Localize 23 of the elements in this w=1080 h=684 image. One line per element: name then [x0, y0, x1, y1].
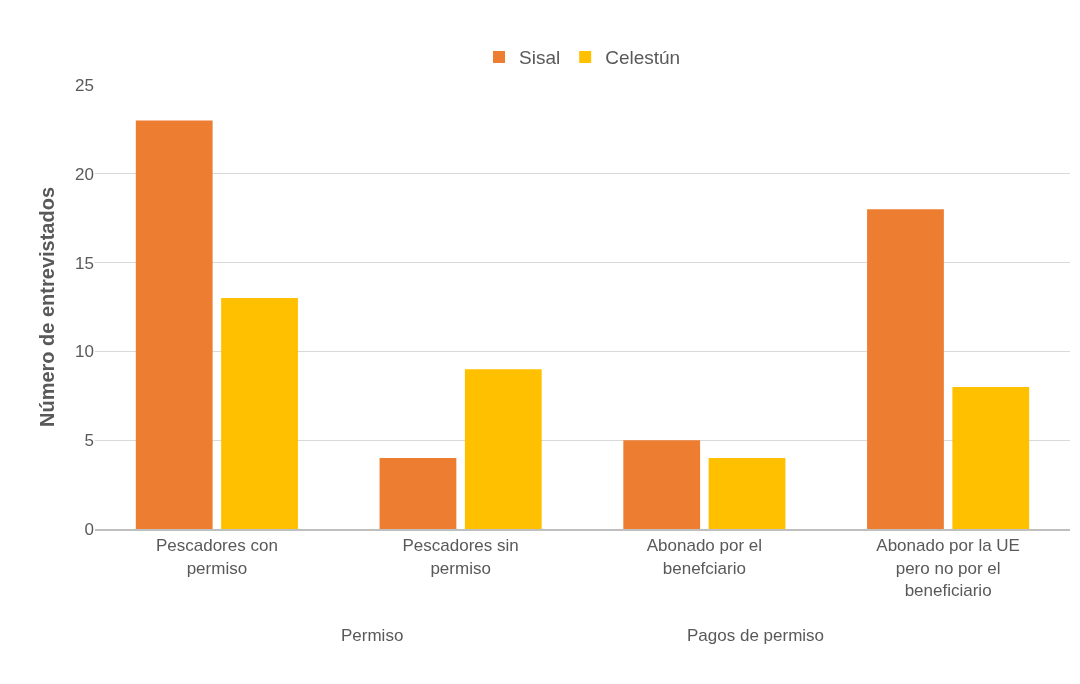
bar — [464, 369, 542, 529]
x-tick-label: Abonado por el benefciario — [646, 536, 763, 578]
y-tick-label: 20 — [75, 164, 94, 184]
bar — [135, 120, 213, 529]
bar — [379, 457, 457, 529]
y-axis-title: Número de entrevistados — [35, 186, 58, 428]
bar — [708, 457, 786, 529]
x-tick-label: Pescadores con permiso — [155, 536, 278, 578]
x-tick-label: Pescadores sin permiso — [402, 536, 519, 578]
y-tick-label: 10 — [75, 342, 94, 362]
text: Permiso — [341, 626, 404, 645]
text: Pagos de permiso — [687, 626, 825, 645]
y-tick-label: 0 — [84, 519, 94, 539]
legend-label: Sisal — [519, 47, 561, 69]
y-tick-label: 15 — [75, 253, 94, 273]
bar — [623, 440, 701, 529]
y-tick-label: 25 — [75, 75, 94, 95]
bar — [952, 386, 1030, 529]
legend-label: Celestún — [605, 47, 681, 69]
bar — [221, 298, 298, 529]
bar — [867, 209, 944, 529]
x-tick-label: Abonado por la UE pero no por el beneficiario — [876, 536, 1020, 600]
y-tick-label: 5 — [84, 431, 94, 451]
